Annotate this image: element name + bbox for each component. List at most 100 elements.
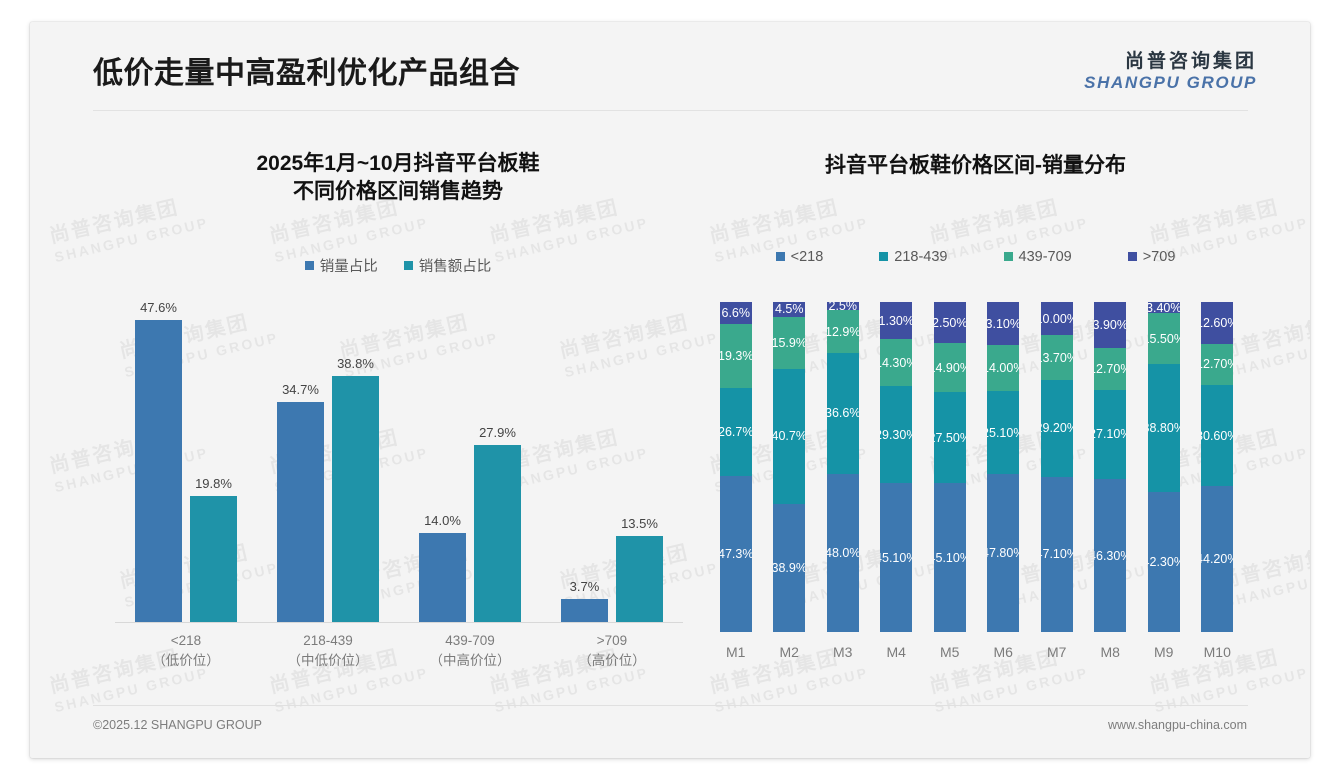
stacked-bar-M7[interactable]: 10.00% 13.70% 29.20% 47.10% — [1040, 302, 1073, 632]
left-bar->709-销量占比[interactable]: 3.7% — [561, 292, 608, 622]
stack-segment-label: 14.90% — [934, 360, 966, 375]
legend-swatch-icon — [1003, 252, 1013, 262]
stack-segment-439-709: 19.3% — [719, 323, 752, 388]
bar-rect — [419, 533, 466, 622]
bar-value-label: 27.9% — [479, 424, 516, 440]
bar-value-label: 34.7% — [282, 381, 319, 397]
stack-segment-<218: 47.80% — [987, 474, 1020, 632]
left-x-axis-label: >709 （高价位） — [541, 631, 683, 670]
stack-segment-label: 6.6% — [721, 305, 751, 320]
right-legend-item-0[interactable]: <218 — [775, 249, 823, 265]
stack-segment-<218: 46.30% — [1094, 479, 1127, 632]
stack-segment-label: 45.10% — [934, 550, 966, 565]
right-chart-legend: <218 218-439 439-709 >709 — [703, 249, 1248, 265]
stack-segment-label: 38.9% — [773, 560, 806, 575]
right-bar-group: 3.90% 12.70% 27.10% 46.30% M8 — [1084, 302, 1138, 660]
stack-segment-218-439: 29.30% — [880, 386, 913, 484]
stack-segment-439-709: 14.90% — [933, 343, 966, 393]
stack-segment-218-439: 38.80% — [1147, 364, 1180, 493]
stack-segment-label: 38.80% — [1148, 421, 1180, 436]
stack-segment-label: 42.30% — [1148, 555, 1180, 570]
stack-segment-439-709: 13.70% — [1040, 335, 1073, 381]
legend-label: 439-709 — [1018, 248, 1072, 265]
stack-segment-label: 27.50% — [934, 430, 966, 445]
stacked-bar-M5[interactable]: 2.50% 14.90% 27.50% 45.10% — [933, 302, 966, 632]
stack-segment-<218: 45.10% — [933, 483, 966, 632]
left-bar-439-709-销量占比[interactable]: 14.0% — [419, 292, 466, 622]
stacked-bar-M10[interactable]: 12.60% 12.70% 30.60% 44.20% — [1201, 302, 1234, 632]
left-chart-title-line2: 不同价格区间销售趋势 — [293, 179, 503, 203]
bar-value-label: 47.6% — [140, 299, 177, 315]
left-bar-<218-销量占比[interactable]: 47.6% — [135, 292, 182, 622]
right-x-axis-label: M9 — [1154, 644, 1174, 660]
stack-segment-label: 47.3% — [719, 546, 752, 561]
left-bar-218-439-销售额占比[interactable]: 38.8% — [332, 292, 379, 622]
stack-segment-439-709: 12.70% — [1201, 343, 1234, 386]
stack-segment-label: 3.10% — [987, 316, 1020, 331]
left-chart-plot: 47.6% 19.8% <218 （低价位） 34.7% 38.8% 218-439 （中低价… — [115, 292, 683, 672]
left-bar-439-709-销售额占比[interactable]: 27.9% — [474, 292, 521, 622]
right-bar-group: 12.60% 12.70% 30.60% 44.20% M10 — [1191, 302, 1245, 660]
right-legend-item-3[interactable]: >709 — [1127, 249, 1175, 265]
left-bar-218-439-销量占比[interactable]: 34.7% — [277, 292, 324, 622]
stack-segment-label: 15.50% — [1148, 331, 1180, 346]
stack-segment-439-709: 15.50% — [1147, 313, 1180, 365]
stack-segment-218-439: 26.7% — [719, 387, 752, 476]
stacked-bar-M2[interactable]: 4.5% 15.9% 40.7% 38.9% — [773, 302, 806, 632]
stack-segment-label: 3.90% — [1094, 317, 1127, 332]
right-bar-group: 6.6% 19.3% 26.7% 47.3% M1 — [709, 302, 763, 660]
legend-swatch-icon — [304, 260, 314, 270]
stack-segment-label: 40.7% — [773, 429, 806, 444]
footer-divider — [93, 705, 1248, 706]
stack-segment-label: 1.30% — [880, 313, 913, 328]
stack-segment-<218: 38.9% — [773, 503, 806, 632]
stack-segment-label: 47.10% — [1041, 547, 1073, 562]
left-bar-group: 34.7% 38.8% 218-439 （中低价位） — [257, 292, 399, 668]
left-bar-<218-销售额占比[interactable]: 19.8% — [190, 292, 237, 622]
stack-segment-label: 2.50% — [933, 315, 966, 330]
stack-segment-218-439: 27.50% — [933, 392, 966, 484]
stacked-bar-M9[interactable]: 3.40% 15.50% 38.80% 42.30% — [1147, 302, 1180, 632]
right-x-axis-label: M8 — [1100, 644, 1120, 660]
right-bar-group: 2.5% 12.9% 36.6% 48.0% M3 — [816, 302, 870, 660]
stack-segment->709: 1.30% — [880, 302, 913, 340]
stacked-bar-M8[interactable]: 3.90% 12.70% 27.10% 46.30% — [1094, 302, 1127, 632]
stacked-bar-M1[interactable]: 6.6% 19.3% 26.7% 47.3% — [719, 302, 752, 632]
stack-segment-218-439: 27.10% — [1094, 389, 1127, 480]
stack-segment->709: 12.60% — [1201, 302, 1234, 344]
legend-label: 218-439 — [894, 248, 948, 265]
stacked-bar-M3[interactable]: 2.5% 12.9% 36.6% 48.0% — [826, 302, 859, 632]
bar-value-label: 14.0% — [424, 513, 461, 529]
footer-copyright: ©2025.12 SHANGPU GROUP — [93, 718, 262, 732]
x-label-range: >709 — [596, 633, 628, 648]
left-x-axis-label: 218-439 （中低价位） — [257, 631, 399, 670]
right-x-axis-label: M7 — [1047, 644, 1067, 660]
x-label-tier: （高价位） — [578, 652, 646, 668]
right-legend-item-1[interactable]: 218-439 — [879, 248, 948, 265]
right-x-axis-label: M1 — [726, 644, 746, 660]
stack-segment-label: 3.40% — [1147, 302, 1180, 314]
stack-segment->709: 3.90% — [1094, 302, 1127, 348]
right-bar-group: 10.00% 13.70% 29.20% 47.10% M7 — [1030, 302, 1084, 660]
left-legend-item-1[interactable]: 销售额占比 — [403, 255, 492, 276]
legend-label: 销售额占比 — [418, 258, 492, 275]
left-chart-x-axis — [115, 622, 683, 623]
right-bar-group: 4.5% 15.9% 40.7% 38.9% M2 — [763, 302, 817, 660]
stack-segment-439-709: 14.30% — [880, 339, 913, 387]
left-chart-bar-groups: 47.6% 19.8% <218 （低价位） 34.7% 38.8% 218-439 （中低价… — [115, 292, 683, 668]
right-x-axis-label: M2 — [779, 644, 799, 660]
chart-panel-left: 2025年1月~10月抖音平台板鞋 不同价格区间销售趋势 销量占比 销售额占比 4… — [93, 122, 703, 692]
bar-value-label: 3.7% — [569, 578, 600, 594]
right-legend-item-2[interactable]: 439-709 — [1003, 248, 1072, 265]
bar-rect — [474, 444, 521, 622]
bar-rect — [190, 496, 237, 622]
legend-swatch-icon — [879, 252, 889, 262]
page-title: 低价走量中高盈利优化产品组合 — [93, 57, 520, 90]
bar-value-label: 38.8% — [337, 355, 374, 371]
stacked-bar-M6[interactable]: 3.10% 14.00% 25.10% 47.80% — [987, 302, 1020, 632]
slide-header: 低价走量中高盈利优化产品组合 尚普咨询集团 SHANGPU GROUP — [30, 22, 1310, 114]
left-legend-item-0[interactable]: 销量占比 — [304, 255, 378, 276]
stacked-bar-M4[interactable]: 1.30% 14.30% 29.30% 45.10% — [880, 302, 913, 632]
bar-value-label: 19.8% — [195, 476, 232, 492]
left-bar->709-销售额占比[interactable]: 13.5% — [616, 292, 663, 622]
